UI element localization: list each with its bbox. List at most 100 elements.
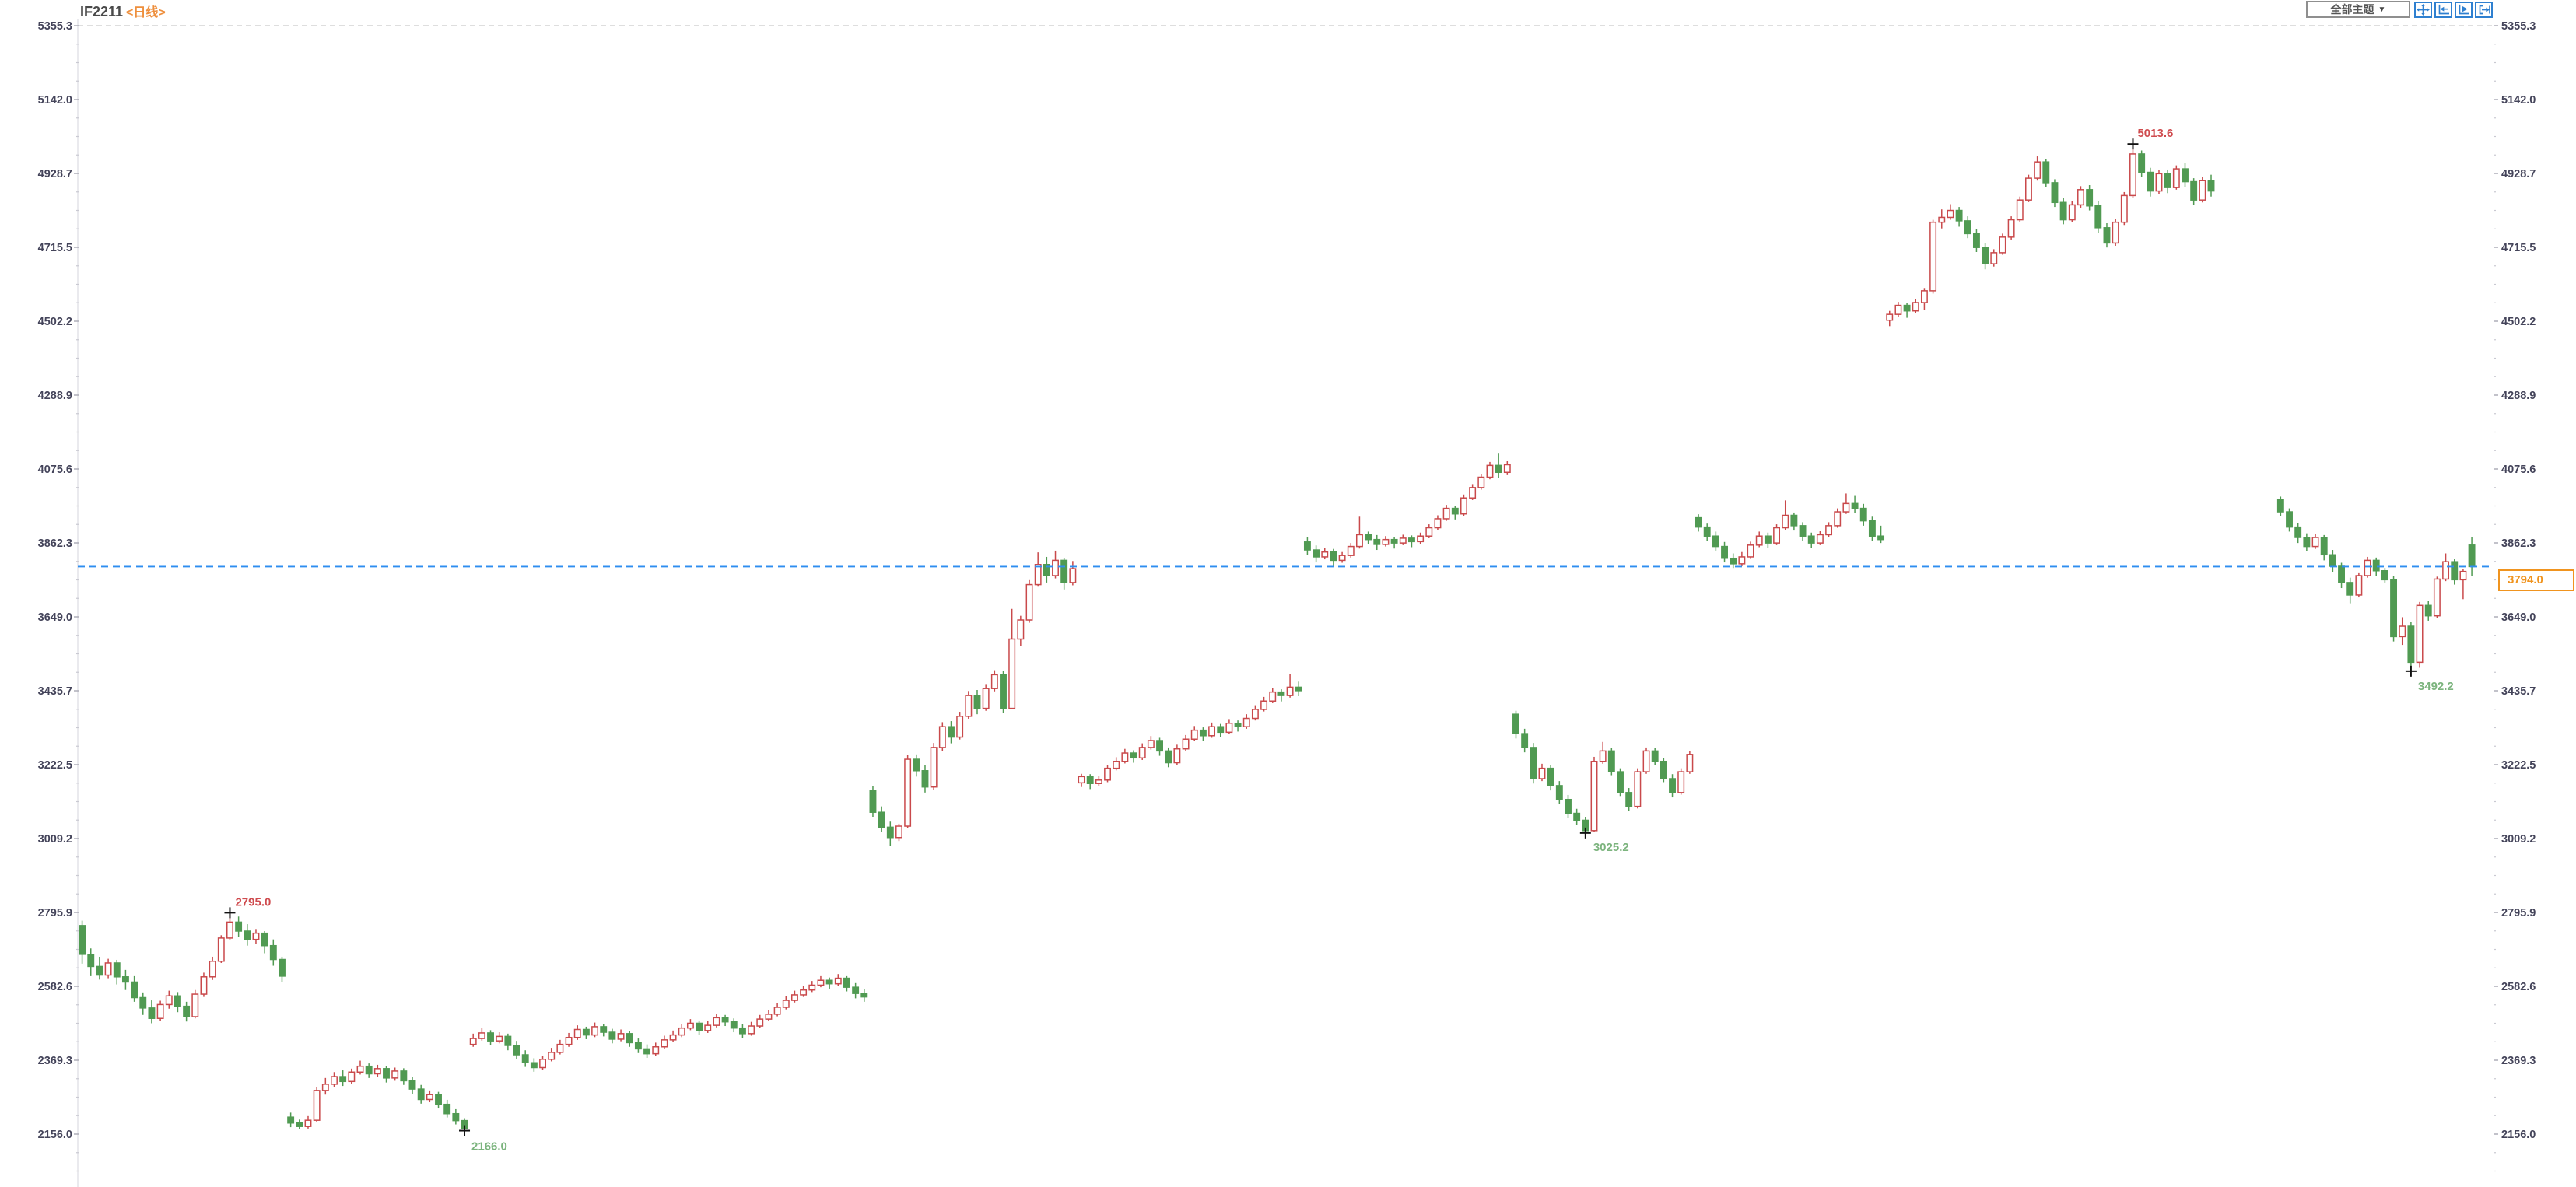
candle-body bbox=[496, 1035, 503, 1042]
theme-dropdown[interactable]: 全部主题 ▼ bbox=[2306, 1, 2410, 18]
candle-body bbox=[2459, 570, 2467, 581]
candle-body bbox=[626, 1033, 633, 1044]
candle-body bbox=[2120, 194, 2128, 223]
candle-body bbox=[1547, 767, 1554, 786]
chevron-down-icon: ▼ bbox=[2378, 5, 2386, 14]
candle-body bbox=[1669, 778, 1676, 793]
candle-body bbox=[1607, 750, 1615, 772]
candle-body bbox=[2390, 579, 2398, 638]
candle-body bbox=[713, 1017, 720, 1026]
candle-body bbox=[1530, 747, 1537, 779]
pan-crosshair-icon bbox=[2417, 4, 2430, 16]
candle-body bbox=[1825, 525, 1833, 536]
candle-body bbox=[1999, 236, 2006, 254]
candle-body bbox=[1442, 507, 1450, 520]
candle-body bbox=[2112, 221, 2119, 244]
axis-shift-left-button[interactable] bbox=[2434, 2, 2452, 18]
candle-body bbox=[1190, 729, 1198, 740]
candle-body bbox=[808, 984, 816, 991]
candle-body bbox=[1877, 535, 1885, 541]
candle-body bbox=[173, 995, 181, 1007]
axis-play-button[interactable] bbox=[2455, 2, 2473, 18]
candle-body bbox=[591, 1026, 599, 1036]
candle-body bbox=[1886, 313, 1894, 321]
candle-body bbox=[1920, 290, 1928, 303]
left-axis-label: 2156.0 bbox=[38, 1129, 72, 1141]
candle-body bbox=[1660, 760, 1667, 779]
candle-body bbox=[408, 1080, 416, 1090]
candle-body bbox=[2103, 227, 2111, 244]
pan-button[interactable] bbox=[2414, 2, 2432, 18]
candle-body bbox=[652, 1046, 660, 1055]
candle-body bbox=[2424, 604, 2432, 617]
candle-body bbox=[156, 1003, 164, 1019]
candle-body bbox=[2086, 189, 2094, 207]
candle-body bbox=[1434, 518, 1442, 529]
chart-title: IF2211 <日线> bbox=[80, 2, 166, 20]
right-axis-label: 3009.2 bbox=[2501, 833, 2536, 846]
candle-body bbox=[1469, 487, 1477, 499]
left-axis-label: 5142.0 bbox=[38, 94, 72, 107]
candle-body bbox=[782, 1000, 790, 1008]
candle-body bbox=[2164, 173, 2171, 188]
candle-body bbox=[1929, 221, 1937, 292]
candle-body bbox=[965, 695, 973, 717]
candle-body bbox=[1851, 502, 1859, 509]
candle-body bbox=[765, 1014, 773, 1020]
candle-body bbox=[356, 1065, 364, 1073]
candle-body bbox=[1903, 304, 1911, 312]
jump-to-latest-icon bbox=[2479, 5, 2490, 15]
candle-body bbox=[1060, 559, 1068, 583]
candle-body bbox=[217, 937, 225, 962]
candle-body bbox=[1982, 247, 1989, 264]
left-axis-label: 2582.6 bbox=[38, 981, 72, 993]
candle-body bbox=[704, 1024, 712, 1031]
candle-body bbox=[1538, 767, 1546, 779]
left-axis-label: 3009.2 bbox=[38, 833, 72, 846]
candle-body bbox=[582, 1028, 590, 1036]
axis-shift-left-icon bbox=[2438, 4, 2449, 15]
extreme-value-label: 2166.0 bbox=[471, 1140, 507, 1154]
candle-body bbox=[895, 825, 902, 839]
jump-to-latest-button[interactable] bbox=[2475, 2, 2493, 18]
candle-body bbox=[87, 954, 95, 968]
candle-body bbox=[1677, 771, 1685, 793]
candle-body bbox=[2182, 168, 2189, 183]
candle-body bbox=[1451, 507, 1459, 515]
candle-body bbox=[321, 1084, 329, 1091]
candle-body bbox=[1260, 700, 1268, 710]
candle-body bbox=[948, 726, 955, 738]
left-axis-label: 4928.7 bbox=[38, 168, 72, 180]
candle-body bbox=[2007, 219, 2015, 238]
candle-body bbox=[1807, 535, 1815, 544]
candle-body bbox=[686, 1022, 694, 1029]
axis-play-icon bbox=[2459, 4, 2469, 15]
candle-body bbox=[2468, 544, 2476, 568]
candle-body bbox=[1017, 619, 1025, 640]
right-axis-label: 5355.3 bbox=[2501, 20, 2536, 33]
candle-body bbox=[452, 1112, 460, 1122]
candle-body bbox=[96, 965, 103, 976]
candle-body bbox=[1138, 747, 1146, 759]
candle-body bbox=[1408, 537, 1415, 543]
candle-body bbox=[1165, 750, 1172, 764]
candle-body bbox=[487, 1032, 494, 1042]
candle-body bbox=[530, 1062, 538, 1069]
candle-body bbox=[1130, 752, 1137, 759]
candle-body bbox=[1277, 691, 1285, 696]
candle-body bbox=[2303, 537, 2311, 548]
candle-body bbox=[191, 993, 199, 1017]
candle-body bbox=[869, 790, 877, 813]
candle-body bbox=[1634, 771, 1642, 807]
candle-body bbox=[139, 996, 147, 1009]
candle-body bbox=[1225, 722, 1233, 734]
candle-body bbox=[834, 977, 842, 985]
candle-body bbox=[2147, 171, 2154, 192]
candle-body bbox=[339, 1076, 347, 1083]
candle-body bbox=[296, 1122, 303, 1127]
candle-body bbox=[1512, 713, 1519, 734]
candle-body bbox=[1747, 544, 1754, 558]
candle-body bbox=[2286, 511, 2293, 528]
candle-body bbox=[921, 770, 929, 788]
